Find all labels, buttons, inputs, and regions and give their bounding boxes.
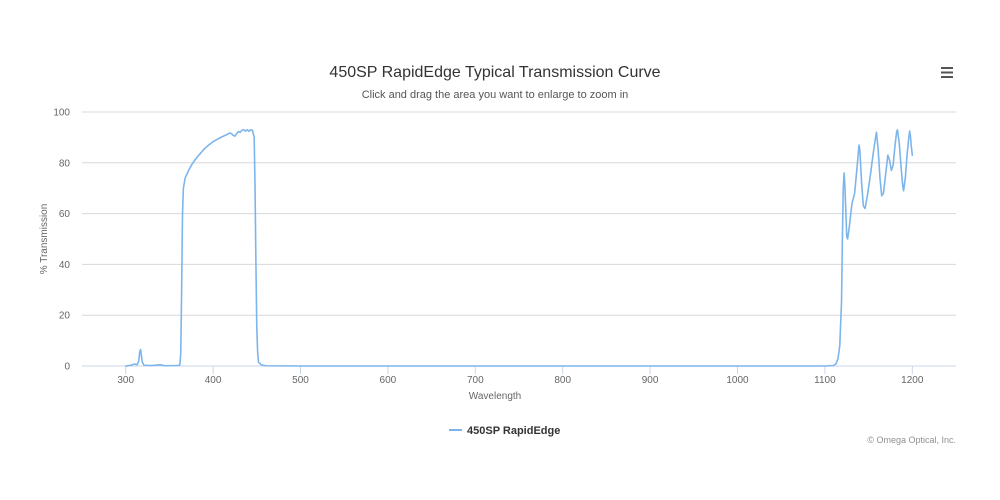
legend[interactable]: 450SP RapidEdge <box>449 425 560 437</box>
series-line[interactable] <box>124 128 914 367</box>
grid-lines <box>82 111 956 367</box>
x-axis-ticks: 300 400 500 600 700 800 900 1000 1100 1200 <box>117 366 924 386</box>
hamburger-menu-icon[interactable] <box>938 64 956 80</box>
x-tick-label: 1100 <box>814 375 836 386</box>
y-tick-label: 40 <box>59 260 71 271</box>
y-tick-label: 100 <box>53 108 70 119</box>
y-tick-label: 20 <box>59 311 71 322</box>
x-tick-label: 800 <box>554 375 571 386</box>
x-tick-label: 1000 <box>726 375 749 386</box>
x-axis-title: Wavelength <box>469 391 521 402</box>
x-tick-label: 400 <box>205 375 222 386</box>
y-tick-label: 60 <box>59 209 71 220</box>
x-tick-label: 700 <box>467 375 484 386</box>
x-tick-label: 300 <box>117 375 134 386</box>
x-tick-label: 1200 <box>901 375 924 386</box>
legend-label[interactable]: 450SP RapidEdge <box>467 425 560 437</box>
y-tick-label: 0 <box>64 362 70 373</box>
chart-subtitle: Click and drag the area you want to enla… <box>362 89 629 101</box>
y-tick-label: 80 <box>59 158 71 169</box>
credit: © Omega Optical, Inc. <box>867 435 956 445</box>
x-tick-label: 600 <box>380 375 397 386</box>
chart-title: 450SP RapidEdge Typical Transmission Cur… <box>329 64 660 81</box>
y-axis-title: % Transmission <box>39 204 50 275</box>
x-tick-label: 500 <box>292 375 309 386</box>
plot-area[interactable] <box>124 128 914 367</box>
x-tick-label: 900 <box>642 375 659 386</box>
y-axis-ticks: 0 20 40 60 80 100 <box>53 108 70 373</box>
